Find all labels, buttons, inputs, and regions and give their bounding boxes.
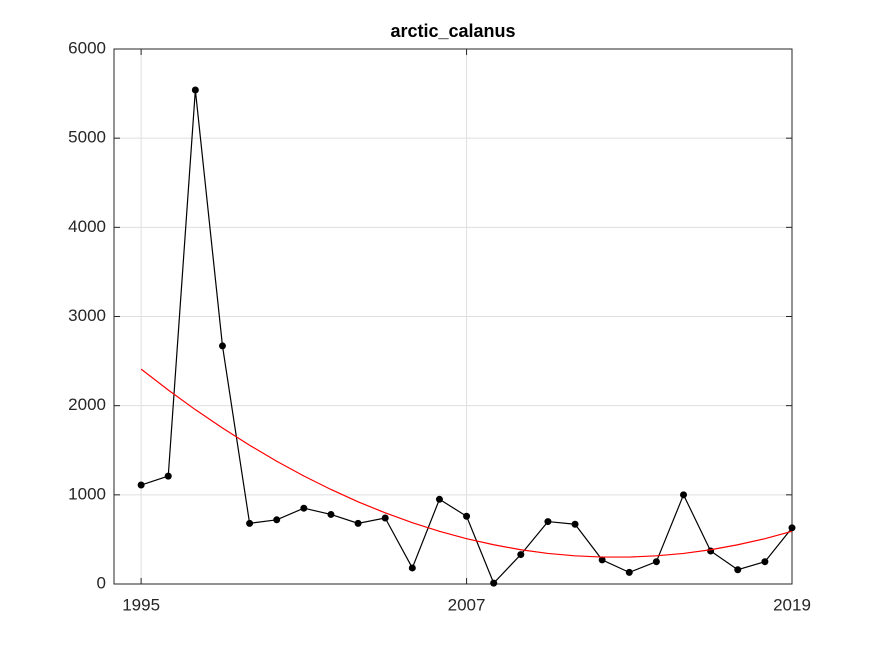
data-point [517, 551, 525, 559]
chart-title: arctic_calanus [390, 21, 515, 41]
data-point [625, 568, 633, 576]
data-point [435, 495, 443, 503]
axes-box [113, 48, 793, 585]
data-point [164, 472, 172, 480]
data-point [490, 579, 498, 587]
x-tick-label: 2007 [448, 595, 486, 614]
data-point [680, 491, 688, 499]
data-point [598, 556, 606, 564]
data-point [571, 520, 579, 528]
y-tick-label: 1000 [68, 484, 106, 503]
y-tick-label: 4000 [68, 217, 106, 236]
data-point [300, 504, 308, 512]
data-point [354, 519, 362, 527]
data-point [734, 566, 742, 574]
y-tick-label: 2000 [68, 395, 106, 414]
data-point [707, 547, 715, 555]
data-point [273, 516, 281, 524]
data-point [463, 512, 471, 520]
data-point [544, 518, 552, 526]
data-point [788, 524, 796, 532]
data-point [246, 519, 254, 527]
y-tick-label: 5000 [68, 128, 106, 147]
data-point [381, 514, 389, 522]
series-line [140, 368, 793, 558]
x-tick-label: 1995 [122, 595, 160, 614]
data-point [191, 86, 199, 94]
data-point [761, 558, 769, 566]
data-point [652, 558, 660, 566]
data-point [218, 342, 226, 350]
x-tick-label: 2019 [773, 595, 811, 614]
data-point [327, 510, 335, 518]
y-tick-label: 0 [97, 573, 106, 592]
y-tick-label: 6000 [68, 38, 106, 57]
y-tick-label: 3000 [68, 306, 106, 325]
data-point [137, 481, 145, 489]
data-point [408, 564, 416, 572]
